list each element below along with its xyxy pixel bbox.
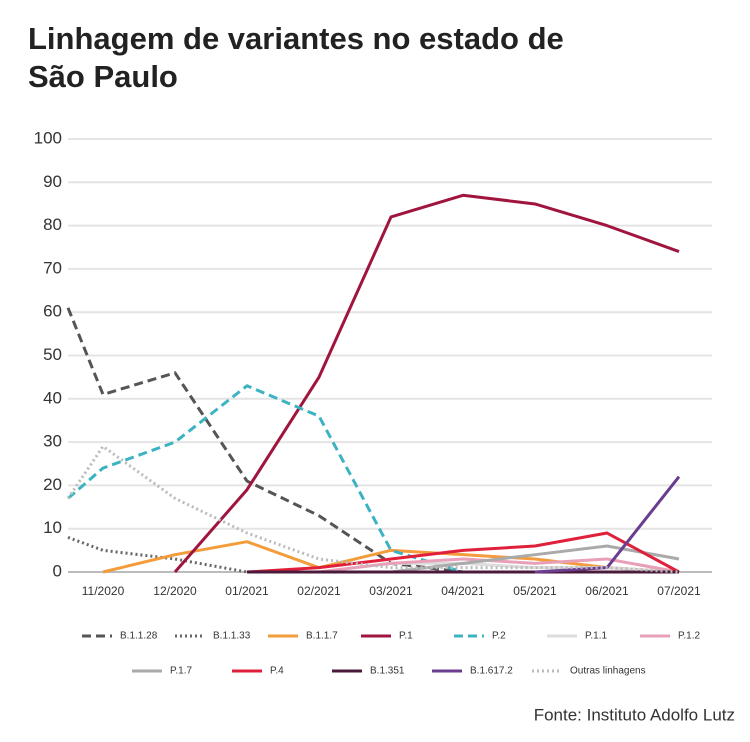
x-tick-label: 05/2021 xyxy=(513,584,557,598)
y-tick-label: 40 xyxy=(43,388,62,407)
x-tick-label: 04/2021 xyxy=(441,584,485,598)
x-tick-label: 11/2020 xyxy=(82,584,125,598)
series-line xyxy=(66,307,679,574)
y-tick-label: 20 xyxy=(43,475,62,494)
legend-label: B.1.1.28 xyxy=(120,631,158,642)
series-line xyxy=(67,384,679,574)
y-tick-label: 100 xyxy=(34,128,62,147)
legend-label: Outras linhagens xyxy=(570,666,646,677)
legend-label: P.1.1 xyxy=(585,631,607,642)
x-tick-label: 07/2021 xyxy=(657,584,701,598)
legend-label: B.1.1.7 xyxy=(306,631,338,642)
chart-title: Linhagem de variantes no estado de São P… xyxy=(28,21,564,94)
series-line xyxy=(246,531,680,574)
y-tick-label: 80 xyxy=(43,215,62,234)
legend-label: P.4 xyxy=(270,666,284,677)
x-tick-label: 01/2021 xyxy=(225,584,269,598)
x-tick-label: 02/2021 xyxy=(297,584,341,598)
y-tick-label: 0 xyxy=(53,561,62,580)
legend-label: P.1.2 xyxy=(678,631,700,642)
legend-label: P.1.7 xyxy=(170,666,192,677)
y-tick-label: 10 xyxy=(43,518,62,537)
x-tick-label: 06/2021 xyxy=(585,584,629,598)
series-line xyxy=(66,444,680,574)
legend-label: B.1.1.33 xyxy=(213,631,251,642)
y-tick-label: 60 xyxy=(43,302,62,321)
x-tick-label: 12/2020 xyxy=(153,584,197,598)
series-line xyxy=(102,540,680,574)
y-tick-label: 30 xyxy=(43,432,62,451)
y-tick-label: 70 xyxy=(43,258,62,277)
legend-label: P.2 xyxy=(492,631,506,642)
legend-label: P.1 xyxy=(399,631,413,642)
source: Fonte: Instituto Adolfo Lutz xyxy=(534,705,735,724)
y-tick-label: 90 xyxy=(43,172,62,191)
x-tick-label: 03/2021 xyxy=(369,584,413,598)
legend-label: B.1.617.2 xyxy=(470,666,513,677)
legend-label: B.1.351 xyxy=(370,666,405,677)
y-tick-label: 50 xyxy=(43,345,62,364)
series-line xyxy=(173,193,680,573)
